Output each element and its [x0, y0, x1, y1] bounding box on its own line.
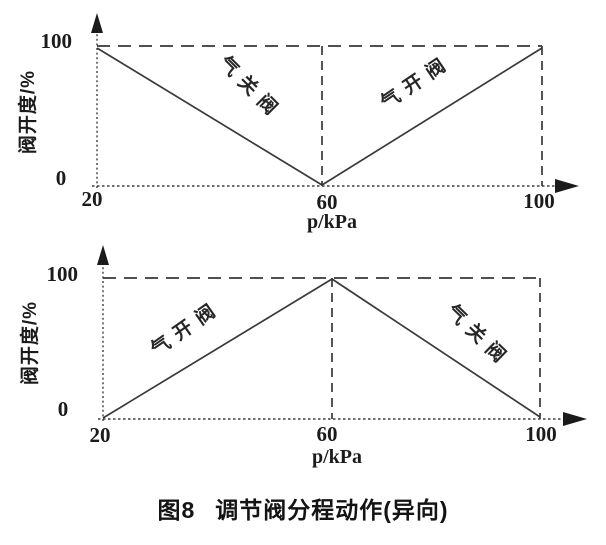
bottom-y-axis-label: 阀开度/% — [20, 300, 41, 386]
top-chart-guides — [97, 45, 543, 186]
bottom-xtick-60: 60 — [316, 422, 338, 446]
figure-caption-number: 图8 — [157, 497, 196, 523]
figure-caption: 图8 调节阀分程动作(异向) — [0, 491, 606, 525]
bottom-chart-guides — [103, 277, 541, 419]
bottom-x-axis-arrow-icon — [563, 412, 587, 426]
bottom-rising-line-air-to-open — [102, 278, 333, 419]
top-ytick-0: 0 — [55, 166, 67, 190]
top-xtick-60: 60 — [316, 190, 338, 214]
top-x-axis-label: p/kPa — [306, 211, 358, 233]
bottom-x-axis-label: p/kPa — [311, 446, 363, 468]
top-y-axis-arrow-icon — [91, 13, 103, 33]
top-chart-axes — [91, 13, 579, 193]
top-ytick-100: 100 — [40, 29, 73, 53]
bottom-chart-axes — [97, 245, 587, 426]
bottom-xtick-100: 100 — [525, 422, 557, 446]
top-xtick-20: 20 — [81, 187, 103, 211]
bottom-falling-line-air-to-close — [331, 278, 541, 418]
bottom-y-axis-arrow-icon — [97, 245, 109, 265]
bottom-xtick-20: 20 — [89, 423, 111, 447]
top-y-axis-label: 阀开度/% — [18, 69, 39, 155]
top-x-axis-arrow-icon — [555, 179, 579, 193]
top-xtick-100: 100 — [523, 189, 555, 213]
top-falling-line-air-to-close — [96, 47, 323, 186]
bottom-chart-series — [102, 278, 541, 419]
top-chart-series — [96, 47, 543, 186]
bottom-ytick-100: 100 — [46, 262, 79, 286]
bottom-ytick-0: 0 — [57, 397, 69, 421]
top-rising-line-air-to-open — [321, 47, 543, 186]
figure-caption-title: 调节阀分程动作(异向) — [215, 497, 449, 523]
